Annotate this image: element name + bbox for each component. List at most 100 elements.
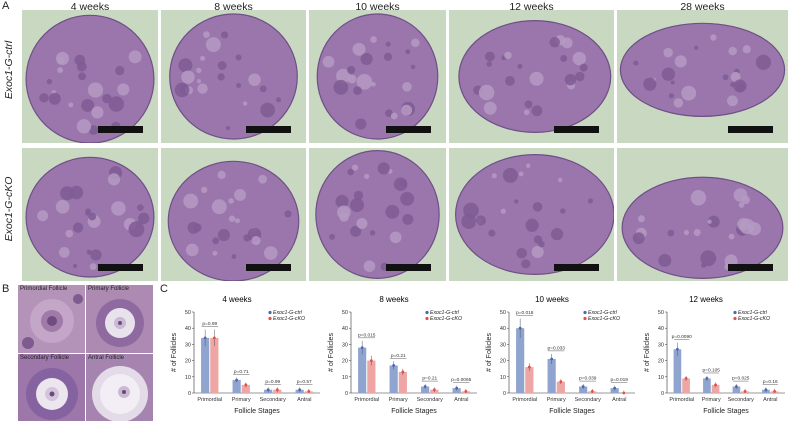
data-point	[590, 389, 594, 393]
p-value-label: p=0.16	[763, 379, 778, 385]
p-value-label: p=0.71	[234, 369, 249, 375]
bar	[711, 384, 720, 393]
legend-marker	[425, 310, 429, 315]
bar	[516, 328, 525, 393]
data-point	[684, 377, 688, 380]
data-point	[401, 370, 405, 374]
chart-title: 10 weeks	[535, 295, 569, 304]
x-tick-label: Antral	[612, 397, 626, 403]
bar	[241, 384, 250, 393]
inset-secondary: Secondary Follicle	[18, 354, 85, 421]
bar	[358, 347, 367, 393]
histology-tile	[22, 10, 158, 143]
bar-chart: 10 weeks # of Follicles Follicle Stages 0 10…	[486, 295, 637, 415]
scale-bar	[728, 126, 773, 133]
histology-tile	[449, 10, 614, 143]
y-tick-label: 50	[342, 310, 348, 316]
histology-tile	[22, 148, 158, 281]
p-value-label: p=0.018	[516, 310, 534, 316]
y-tick-label: 10	[500, 375, 506, 381]
p-value-label: p=0.019	[611, 377, 629, 383]
data-point	[622, 391, 626, 395]
data-point	[455, 386, 459, 390]
legend-label: Exoc1-G-ctrl	[273, 310, 303, 316]
bar	[579, 386, 588, 393]
legend-marker	[583, 310, 587, 315]
x-tick-label: Secondary	[728, 397, 755, 403]
data-point	[369, 359, 373, 362]
scale-bar	[554, 264, 599, 271]
histology-tile	[309, 10, 446, 143]
bar-chart: 12 weeks # of Follicles Follicle Stages 0 10…	[644, 295, 787, 415]
legend-marker	[733, 316, 737, 321]
data-point	[743, 389, 747, 393]
data-point	[432, 388, 436, 392]
legend-marker	[733, 310, 737, 315]
bar	[610, 388, 619, 393]
p-value-label: p=0.21	[391, 353, 406, 359]
bar	[703, 378, 711, 393]
p-value-label: p=0.0065	[451, 377, 471, 383]
inset-label-secondary: Secondary Follicle	[20, 355, 70, 361]
y-tick-label: 0	[345, 391, 348, 397]
data-point	[550, 357, 554, 361]
inset-antral: Antral Follicle	[86, 354, 153, 421]
x-tick-label: Secondary	[417, 397, 444, 403]
x-tick-label: Primary	[702, 397, 721, 403]
bar	[389, 365, 398, 393]
data-point	[203, 336, 207, 340]
x-tick-label: Primordial	[354, 397, 379, 403]
y-axis-label: # of Follicles	[171, 333, 178, 372]
data-point	[392, 364, 396, 367]
data-point	[244, 383, 248, 387]
data-point	[559, 380, 563, 384]
row-label-ctrl: Exoc1-G-ctrl	[3, 40, 15, 100]
p-value-label: p=0.99	[265, 379, 280, 385]
data-point	[613, 386, 617, 390]
x-tick-label: Primordial	[197, 397, 222, 403]
x-axis-label: Follicle Stages	[549, 408, 595, 415]
p-value-label: p=0.015	[358, 332, 376, 338]
legend-label: Exoc1-G-cKO	[430, 316, 462, 322]
scale-bar	[98, 264, 143, 271]
y-tick-label: 40	[185, 326, 191, 332]
chart-title: 8 weeks	[379, 295, 408, 304]
chart-title: 4 weeks	[222, 295, 251, 304]
legend-label: Exoc1-G-cKO	[738, 316, 770, 322]
inset-primary: Primary Follicle	[86, 285, 153, 353]
panel-letter-b: B	[2, 283, 10, 295]
x-tick-label: Antral	[454, 397, 468, 403]
bar	[547, 358, 556, 393]
legend-marker	[268, 316, 272, 321]
legend-label: Exoc1-G-cKO	[588, 316, 620, 322]
x-tick-label: Secondary	[260, 397, 287, 403]
y-tick-label: 30	[658, 342, 664, 348]
legend-marker	[268, 310, 272, 315]
data-point	[275, 388, 279, 392]
inset-label-primordial: Primordial Follicle	[20, 286, 68, 292]
data-point	[581, 385, 585, 388]
bar	[525, 367, 534, 393]
y-tick-label: 20	[500, 359, 506, 365]
bar-chart: 8 weeks # of Follicles Follicle Stages 0 10 2…	[328, 295, 479, 415]
scale-bar	[728, 264, 773, 271]
bar	[682, 378, 690, 393]
data-point	[705, 377, 709, 380]
scale-bar	[246, 264, 291, 271]
p-value-label: p=0.105	[703, 367, 721, 373]
x-tick-label: Secondary	[575, 397, 602, 403]
y-tick-label: 10	[658, 375, 664, 381]
data-point	[764, 388, 768, 392]
x-axis-label: Follicle Stages	[703, 408, 749, 415]
legend-label: Exoc1-G-cKO	[273, 316, 305, 322]
data-point	[298, 388, 302, 392]
x-axis-label: Follicle Stages	[234, 408, 280, 415]
panel-letter-a: A	[2, 0, 10, 12]
y-tick-label: 0	[503, 391, 506, 397]
data-point	[235, 378, 239, 382]
data-point	[735, 385, 738, 388]
data-point	[464, 389, 468, 393]
y-tick-label: 40	[500, 326, 506, 332]
row-label-cko: Exoc1-G-cKO	[3, 176, 15, 242]
panel-letter-c: C	[160, 283, 168, 295]
